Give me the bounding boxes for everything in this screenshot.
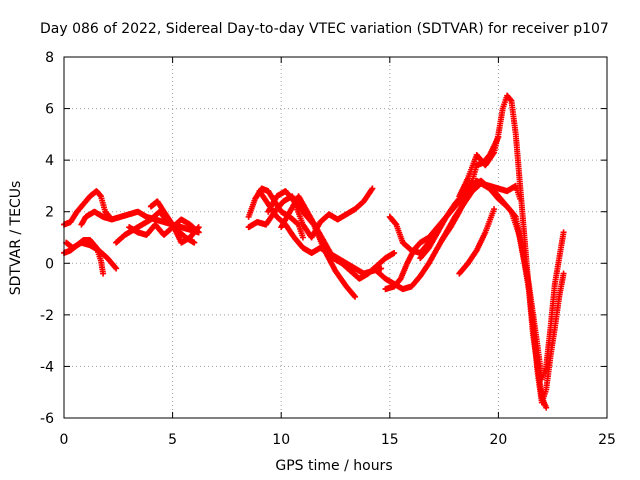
y-tick-label: 6 [45, 102, 54, 118]
y-tick-label: 0 [45, 256, 54, 272]
data-point [491, 206, 498, 213]
series-arc7 [126, 216, 202, 238]
x-tick-label: 10 [272, 432, 290, 448]
series-arc13 [278, 193, 398, 282]
data-point [195, 224, 202, 231]
plot-frame [63, 56, 608, 419]
data-point [378, 265, 385, 272]
series-arc21 [456, 206, 498, 277]
data-point [191, 239, 198, 246]
series-arc20 [456, 92, 550, 411]
data-point [560, 229, 567, 236]
y-tick-label: 8 [45, 50, 54, 66]
x-tick-label: 20 [489, 432, 507, 448]
data-points [61, 92, 567, 411]
series-arc4 [63, 239, 120, 272]
y-tick-label: -4 [40, 359, 54, 375]
y-tick-label: -6 [40, 411, 54, 427]
series-arc19 [438, 177, 567, 383]
data-point [100, 270, 107, 277]
y-tick-label: 2 [45, 205, 54, 221]
x-axis-title: GPS time / hours [275, 458, 392, 474]
chart-title: Day 086 of 2022, Sidereal Day-to-day VTE… [40, 21, 609, 37]
x-tick-label: 15 [381, 432, 399, 448]
data-point [113, 265, 120, 272]
data-point [543, 404, 550, 411]
x-tick-label: 0 [60, 432, 69, 448]
data-point [560, 270, 567, 277]
series-arc1 [61, 188, 104, 228]
y-axis-ticks: -6 -4 -2 0 2 4 6 8 [40, 50, 607, 427]
x-tick-label: 25 [598, 432, 616, 448]
data-point [352, 293, 359, 300]
series-arc8 [147, 198, 202, 246]
y-tick-label: 4 [45, 153, 54, 169]
y-axis-title: SDTVAR / TECUs [8, 181, 24, 296]
x-axis-ticks: 0 5 10 15 20 25 [60, 57, 616, 448]
data-point [299, 234, 306, 241]
y-tick-label: -2 [40, 308, 54, 324]
data-point [391, 249, 398, 256]
data-point [369, 185, 376, 192]
x-tick-label: 5 [168, 432, 177, 448]
